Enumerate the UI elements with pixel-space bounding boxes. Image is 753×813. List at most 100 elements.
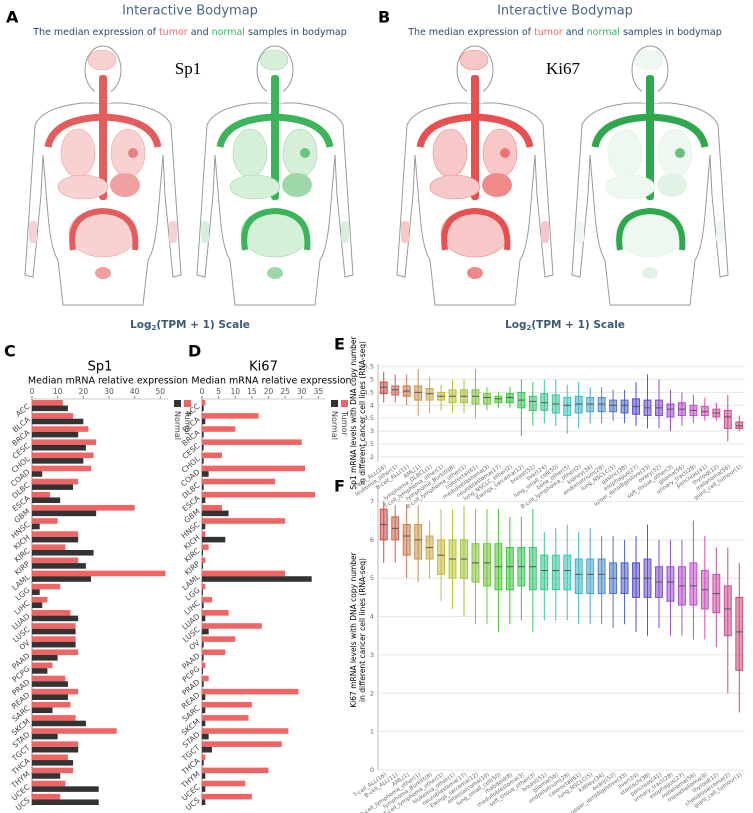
panel-letter: D — [188, 342, 201, 361]
bar — [202, 649, 226, 656]
liver — [604, 174, 656, 200]
bar — [32, 439, 97, 445]
subtitle-part: tumor — [159, 27, 188, 38]
legend-label: Tumor — [340, 410, 349, 436]
bar — [202, 431, 204, 438]
y-tick-label: 0 — [370, 766, 374, 774]
lung — [432, 128, 468, 178]
bar — [32, 610, 71, 616]
bar — [202, 405, 204, 412]
bar — [202, 465, 306, 472]
y-tick-label: 4.5 — [364, 388, 374, 396]
bar — [202, 452, 222, 459]
lung — [607, 128, 643, 178]
bar — [202, 741, 282, 747]
bar — [32, 780, 66, 787]
bar — [32, 720, 86, 727]
bar — [202, 505, 222, 511]
bar — [202, 628, 209, 635]
box — [586, 397, 595, 413]
box — [735, 421, 744, 429]
bodymap-subtitle: The median expression of tumor and norma… — [407, 27, 722, 38]
brain — [634, 49, 664, 71]
liver — [57, 174, 109, 200]
arm-tissue — [29, 221, 37, 243]
bar — [32, 649, 79, 656]
bar — [202, 518, 286, 524]
panel-letter: F — [334, 477, 345, 496]
box — [666, 403, 675, 418]
y-axis-label: in different cancer cell lines (RNA-seq) — [358, 558, 367, 702]
bar — [32, 518, 58, 524]
spleen — [300, 148, 310, 158]
bar — [32, 694, 68, 700]
esophagus — [271, 75, 279, 200]
bodymap-title: Interactive Bodymap — [497, 4, 633, 19]
box — [505, 393, 514, 404]
bar — [202, 610, 229, 616]
box — [494, 395, 503, 404]
bladder — [267, 267, 283, 279]
box — [563, 397, 572, 417]
box — [666, 566, 675, 602]
bar — [202, 400, 206, 406]
bar — [202, 799, 206, 805]
y-axis-label: in different cancer cell lines (RNA-seq) — [358, 341, 367, 485]
bodymap-title: Interactive Bodymap — [122, 4, 258, 19]
bladder — [467, 267, 483, 279]
box — [540, 554, 549, 591]
scale-label: Log2(TPM + 1) Scale — [130, 319, 250, 332]
bar — [32, 799, 99, 805]
bar — [202, 767, 269, 774]
y-tick-label: 4 — [370, 613, 374, 621]
legend-swatch — [331, 400, 338, 407]
x-tick-label: 5 — [216, 387, 221, 396]
box — [437, 539, 446, 575]
bar — [32, 418, 84, 425]
bar — [32, 596, 48, 603]
scale-label: Log2(TPM + 1) Scale — [505, 319, 625, 332]
bar — [202, 641, 204, 648]
chart-title: Ki67 — [249, 360, 278, 375]
stomach — [282, 173, 312, 197]
x-tick-label: 50 — [156, 387, 166, 396]
colon — [441, 207, 511, 251]
bar — [32, 688, 79, 695]
subtitle-part: and — [563, 27, 587, 38]
bar — [202, 760, 204, 766]
y-tick-label: 4 — [370, 401, 374, 409]
bodymap-subtitle: The median expression of tumor and norma… — [32, 27, 347, 38]
bar — [202, 413, 259, 419]
bar — [202, 733, 209, 740]
arm-tissue — [541, 221, 549, 243]
box — [551, 554, 560, 591]
bar — [202, 418, 206, 425]
bar — [202, 426, 236, 432]
bar — [32, 701, 71, 708]
y-tick-label: 5 — [370, 375, 374, 383]
liver — [229, 174, 281, 200]
bar — [202, 439, 302, 445]
esophagus — [99, 75, 107, 200]
bar — [32, 641, 76, 648]
bar — [32, 589, 40, 595]
bar — [32, 400, 63, 406]
bar — [32, 733, 58, 740]
bladder — [642, 267, 658, 279]
box — [597, 558, 606, 595]
box — [597, 397, 606, 413]
x-tick-label: 30 — [297, 387, 307, 396]
subtitle-part: samples in bodymap — [245, 27, 347, 38]
bar — [32, 583, 61, 590]
bar — [202, 583, 206, 590]
x-tick-label: 10 — [53, 387, 63, 396]
bar — [202, 623, 262, 629]
bar — [202, 471, 209, 477]
bar — [202, 478, 276, 485]
y-tick-label: 2.5 — [364, 440, 374, 448]
box — [414, 385, 423, 401]
x-tick-label: 25 — [280, 387, 290, 396]
box — [471, 389, 480, 405]
bar — [202, 793, 252, 800]
